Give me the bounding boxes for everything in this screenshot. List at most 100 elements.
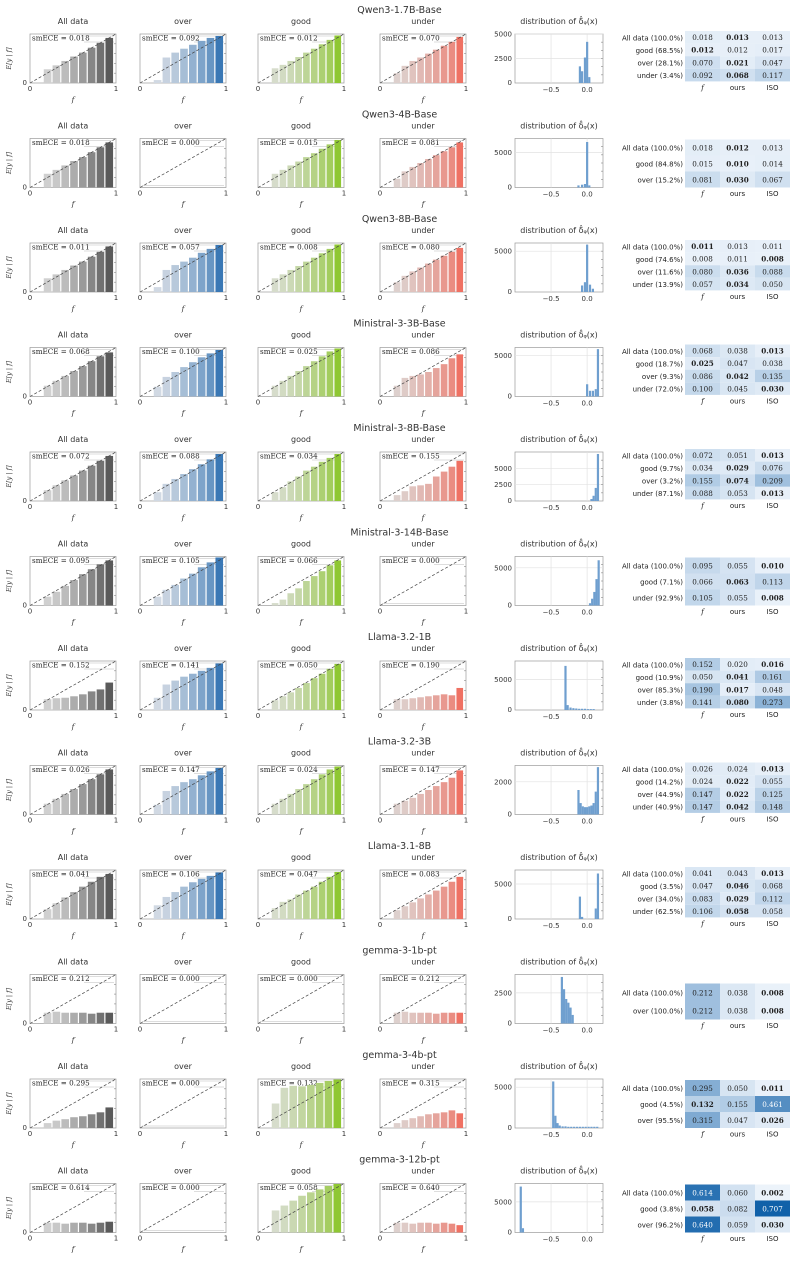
smece-label: smECE = 0.068 bbox=[32, 347, 90, 356]
cell-value: 0.030 bbox=[761, 384, 784, 393]
x-tick: −0.5 bbox=[543, 609, 560, 617]
histogram-bar bbox=[564, 1126, 567, 1128]
cell-value: 0.461 bbox=[762, 1100, 783, 1109]
calibration-bar bbox=[448, 881, 456, 919]
table-cell bbox=[685, 787, 720, 801]
row-label: good (74.6%) bbox=[636, 256, 684, 264]
cell-value: 0.041 bbox=[692, 869, 713, 878]
calibration-bar bbox=[153, 804, 162, 815]
table-cell bbox=[720, 787, 755, 801]
cell-value: 0.017 bbox=[762, 46, 783, 55]
calibration-panel: All data smECE = 0.018 0 1 f E[y | f] 0 bbox=[5, 122, 118, 209]
cell-value: 0.088 bbox=[692, 489, 713, 498]
calibration-bar bbox=[425, 53, 432, 83]
calibration-bar bbox=[295, 894, 302, 919]
x-tick: 1 bbox=[114, 85, 118, 93]
calibration-panel: All data smECE = 0.295 0 1 f E[y | f] 0 bbox=[5, 1062, 118, 1149]
table-cell bbox=[720, 43, 755, 57]
calibration-bar bbox=[79, 470, 87, 501]
histogram-bar bbox=[580, 916, 584, 919]
calibration-bar bbox=[409, 1223, 417, 1233]
histogram-bar bbox=[578, 896, 582, 919]
calibration-bar bbox=[432, 1013, 440, 1024]
x-tick: 1 bbox=[114, 1235, 118, 1243]
calibration-bar bbox=[271, 803, 279, 815]
cell-value: 0.132 bbox=[691, 1100, 714, 1109]
cell-value: 0.013 bbox=[726, 33, 749, 42]
panel-title: distribution of δ̂ᵩ(x) bbox=[520, 746, 598, 757]
histogram-bar bbox=[564, 665, 567, 710]
calibration-bar bbox=[271, 68, 279, 83]
table-cell bbox=[685, 139, 720, 156]
panel-title: good bbox=[291, 958, 311, 967]
panel-frame bbox=[139, 138, 227, 188]
calibration-bar bbox=[310, 886, 318, 919]
calibration-bar bbox=[440, 782, 448, 815]
smece-label: smECE = 0.057 bbox=[142, 243, 200, 252]
row-label: All data (100.0%) bbox=[622, 1085, 683, 1093]
x-tick: 0 bbox=[138, 817, 142, 825]
calibration-bar bbox=[393, 495, 401, 501]
calibration-bar bbox=[61, 897, 70, 919]
y-tick: 0 bbox=[23, 602, 27, 610]
panel-title: good bbox=[291, 17, 311, 26]
histogram-bar bbox=[597, 560, 600, 606]
x-tick: 0 bbox=[28, 190, 32, 198]
cell-value: 0.190 bbox=[692, 685, 713, 694]
row-label: All data (100.0%) bbox=[622, 1190, 683, 1198]
cell-value: 0.057 bbox=[692, 280, 713, 289]
cell-value: 0.013 bbox=[762, 33, 783, 42]
table-cell bbox=[755, 357, 790, 370]
calibration-bar bbox=[326, 565, 334, 606]
calibration-bar bbox=[197, 40, 206, 83]
histogram-bar bbox=[583, 282, 587, 292]
table-cell bbox=[755, 589, 790, 606]
table-cell bbox=[720, 56, 755, 69]
calibration-panel: over smECE = 0.141 0 1 f bbox=[138, 644, 228, 731]
diagonal-reference bbox=[29, 660, 117, 711]
histogram-bar bbox=[594, 389, 597, 397]
table-cell bbox=[755, 56, 790, 69]
calibration-bar bbox=[279, 169, 287, 188]
panel-title: over bbox=[174, 749, 193, 758]
diagonal-reference bbox=[379, 660, 467, 711]
diagonal-reference bbox=[379, 451, 467, 502]
calibration-bar bbox=[43, 173, 52, 188]
x-tick: 1 bbox=[342, 712, 346, 720]
smece-label: smECE = 0.105 bbox=[142, 556, 200, 565]
results-table: All data (100.0%) 0.295 0.050 0.011 good (4.… bbox=[622, 1080, 790, 1139]
column-header: ISO bbox=[766, 1022, 779, 1030]
calibration-bar bbox=[189, 882, 197, 919]
smece-label: smECE = 0.081 bbox=[382, 138, 440, 147]
x-tick: 1 bbox=[114, 1130, 118, 1138]
table-cell bbox=[685, 43, 720, 57]
table-cell bbox=[685, 155, 720, 172]
x-axis-label: f bbox=[299, 513, 304, 522]
smece-label: smECE = 0.614 bbox=[32, 1183, 90, 1192]
calibration-bar bbox=[70, 475, 78, 501]
cell-value: 0.022 bbox=[726, 790, 749, 799]
diagonal-reference bbox=[139, 138, 227, 188]
y-tick: 5000 bbox=[494, 149, 512, 157]
model-row: gemma-3-1b-pt All data smECE = 0.212 0 1 f E[y… bbox=[5, 946, 790, 1045]
calibration-bar bbox=[279, 64, 287, 83]
histogram-bar bbox=[554, 1115, 557, 1128]
table-cell bbox=[685, 1184, 720, 1201]
table-cell bbox=[720, 357, 755, 370]
results-table: All data (100.0%) 0.018 0.013 0.013 good (68… bbox=[622, 31, 790, 92]
model-row: Qwen3-1.7B-Base All data smECE = 0.018 0 1 f E… bbox=[5, 5, 790, 104]
x-axis-label: f bbox=[71, 1140, 76, 1149]
x-tick: 0.0 bbox=[582, 922, 593, 930]
calibration-panel: over smECE = 0.000 0 1 f bbox=[138, 958, 228, 1045]
table-cell bbox=[755, 695, 790, 709]
cell-value: 0.008 bbox=[692, 255, 713, 264]
cell-value: 0.034 bbox=[726, 280, 749, 289]
calibration-bar bbox=[87, 1223, 96, 1233]
calibration-bar bbox=[280, 1205, 289, 1233]
calibration-bar bbox=[153, 287, 162, 292]
cell-value: 0.010 bbox=[726, 159, 749, 168]
calibration-panel: over smECE = 0.000 0 1 f bbox=[138, 1167, 228, 1254]
cell-value: 0.315 bbox=[692, 1116, 713, 1125]
x-tick: 0 bbox=[138, 294, 142, 302]
cell-value: 0.022 bbox=[726, 777, 749, 786]
